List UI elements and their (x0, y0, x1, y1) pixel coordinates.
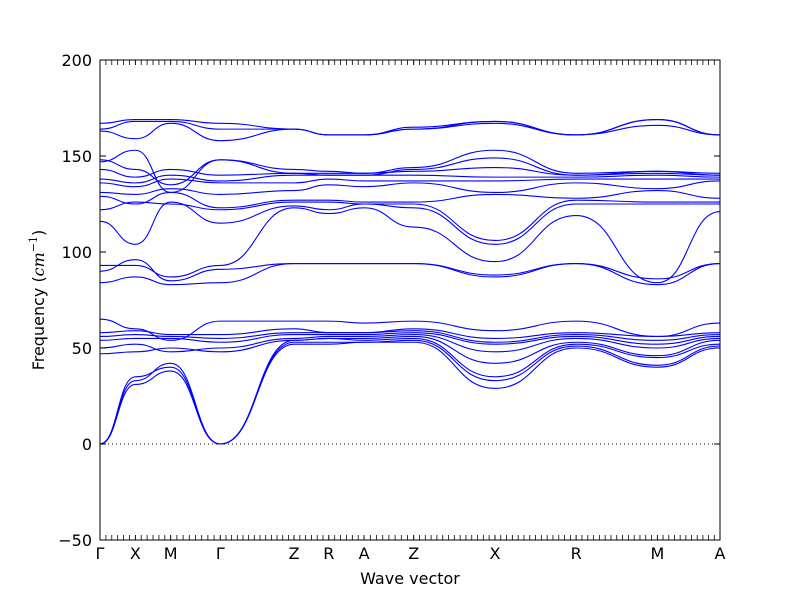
band-20 (99, 149, 721, 194)
band-24 (99, 118, 721, 136)
band-8 (99, 328, 721, 339)
y-tick-label: 100 (61, 243, 92, 262)
y-tick-label: 50 (72, 339, 92, 358)
band-2 (99, 339, 721, 445)
y-axis-label-exponent: −1 (27, 236, 40, 252)
band-17 (99, 178, 720, 188)
x-tick-label: A (715, 544, 726, 563)
band-16 (99, 180, 721, 195)
x-tick-label: X (130, 544, 141, 563)
x-axis-label: Wave vector (360, 569, 460, 588)
y-axis-ticks: −50 0 50 100 150 200 (58, 51, 720, 550)
phonon-bands (99, 118, 721, 445)
band-3 (99, 337, 721, 445)
y-tick-label: 0 (82, 435, 92, 454)
x-tick-label: M (164, 544, 178, 563)
band-13 (99, 201, 720, 245)
x-tick-label: R (323, 544, 334, 563)
band-14 (99, 199, 720, 242)
band-4 (99, 335, 721, 364)
y-axis-label-text: Frequency ( (29, 276, 48, 370)
y-tick-label: 150 (61, 147, 92, 166)
band-6 (99, 332, 721, 345)
x-tick-label: Γ (96, 544, 105, 563)
x-tick-label: A (359, 544, 370, 563)
x-tick-label: Z (289, 544, 300, 563)
plot-frame (99, 59, 721, 541)
y-axis-label-unit: cm (29, 252, 48, 276)
band-11 (99, 259, 721, 282)
band-12 (100, 207, 721, 284)
y-axis-label-close: ) (29, 230, 48, 236)
band-21 (99, 149, 721, 186)
x-tick-label: R (571, 544, 582, 563)
band-22 (99, 122, 721, 142)
band-1 (99, 341, 721, 445)
y-tick-label: −50 (58, 531, 92, 550)
y-axis-label: Frequency (cm−1) (27, 230, 48, 371)
x-tick-label: Γ (216, 544, 225, 563)
y-tick-label: 200 (61, 51, 92, 70)
band-10 (99, 262, 721, 286)
x-tick-label: Z (408, 544, 419, 563)
x-tick-label: X (489, 544, 500, 563)
band-9 (99, 318, 721, 341)
band-15 (99, 190, 721, 209)
x-tick-label: M (650, 544, 664, 563)
band-5 (99, 334, 721, 353)
